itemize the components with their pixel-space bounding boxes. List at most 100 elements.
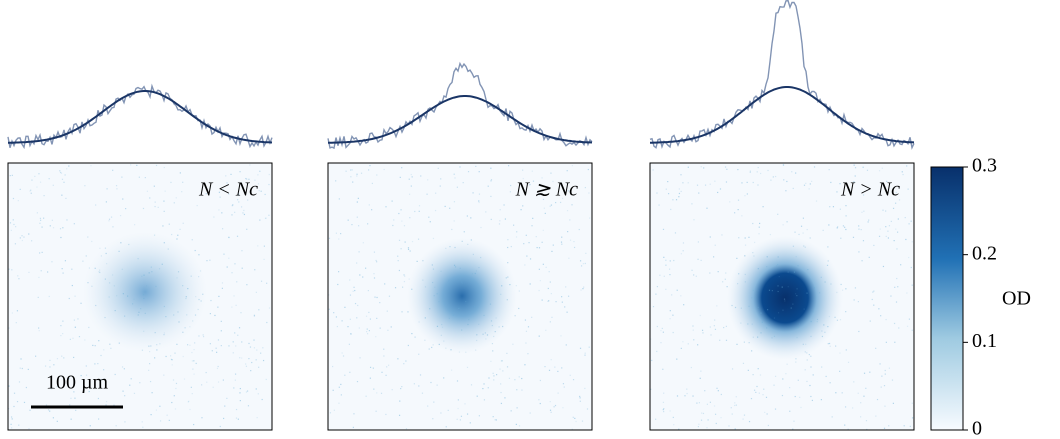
speckle [786,363,788,365]
speckle [758,226,760,228]
speckle [751,297,753,299]
speckle [805,343,807,345]
speckle [569,374,571,376]
speckle [21,367,23,370]
speckle [582,288,584,290]
speckle [470,384,473,386]
speckle [263,258,265,261]
speckle [38,327,40,329]
speckle [751,350,753,352]
speckle [795,293,797,295]
speckle [13,392,16,394]
speckle [184,327,186,329]
speckle [403,274,405,276]
speckle [458,307,460,310]
speckle [480,256,482,259]
speckle [580,289,582,291]
image-frame [649,162,915,431]
speckle [255,359,257,361]
speckle [47,271,49,273]
speckle [73,356,75,359]
speckle [797,379,799,381]
speckle [429,308,431,310]
speckle [782,309,784,311]
speckle [440,270,442,272]
speckle [485,338,487,340]
profile-data [649,0,915,150]
speckle [478,415,480,417]
speckle [43,217,45,219]
speckle [896,231,899,233]
speckle [153,234,156,236]
speckle [829,345,831,347]
speckle [584,387,586,390]
speckle [493,375,495,377]
speckle [466,215,468,217]
speckle [663,410,665,413]
speckle [349,279,351,281]
speckle [373,273,375,275]
speckle [715,422,717,425]
speckle [452,310,454,312]
speckle [108,218,111,220]
speckle [143,274,145,276]
speckle [201,384,203,386]
speckle [566,210,569,212]
speckle [505,277,507,279]
speckle [662,409,664,411]
speckle [356,173,358,175]
speckle [74,326,77,328]
speckle [798,233,800,236]
speckle [205,371,207,374]
speckle [554,366,556,368]
speckle [418,205,421,207]
speckle [728,425,730,427]
speckle [11,427,13,429]
speckle [60,172,63,174]
speckle [265,217,267,219]
speckle [191,360,194,362]
speckle [385,206,387,208]
speckle [882,209,884,211]
speckle [367,223,369,225]
speckle [329,412,332,414]
speckle [794,231,796,233]
speckle [773,384,775,386]
speckle [767,169,769,172]
speckle [564,306,566,308]
speckle [416,260,418,262]
speckle [349,294,352,296]
profile-data [7,83,273,150]
speckle [19,188,21,190]
speckle [163,334,165,336]
speckle [265,378,267,381]
speckle [367,289,369,292]
speckle [193,360,195,362]
speckle [794,395,796,398]
speckle [898,327,900,329]
speckle [888,225,891,227]
speckle [177,234,179,236]
speckle [490,320,493,322]
speckle [872,291,874,293]
speckle [49,410,51,412]
speckle [700,419,703,421]
speckle [777,264,779,266]
speckle [710,334,712,336]
speckle [122,293,124,295]
speckle [524,264,526,266]
speckle [405,428,408,430]
speckle [784,300,786,302]
speckle [478,193,481,195]
speckle [792,187,794,190]
speckle [567,231,569,233]
speckle [95,304,97,307]
speckle [552,180,554,183]
speckle [909,425,911,427]
speckle [149,197,151,199]
speckle [443,340,445,342]
speckle [510,245,512,248]
speckle [759,222,761,225]
speckle [189,344,191,346]
speckle [91,240,93,243]
